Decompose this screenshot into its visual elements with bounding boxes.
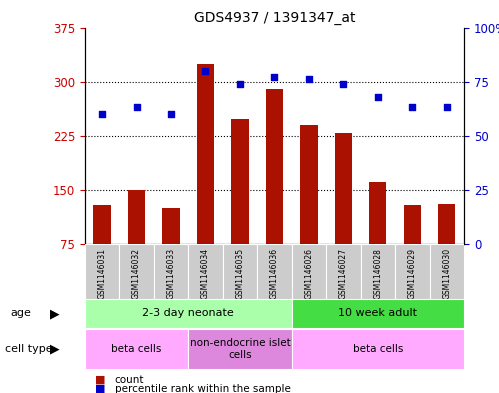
Bar	[438, 204, 456, 244]
Point	[167, 111, 175, 117]
Bar	[369, 182, 387, 244]
Bar	[232, 119, 249, 244]
Point	[98, 111, 106, 117]
Point	[202, 68, 210, 74]
Bar	[85, 299, 292, 328]
Text: GSM1146031: GSM1146031	[98, 248, 107, 299]
Text: ■: ■	[95, 375, 105, 385]
Point	[443, 104, 451, 110]
Text: cell type: cell type	[5, 344, 52, 354]
Bar	[257, 244, 292, 299]
Text: age: age	[10, 309, 31, 318]
Text: GSM1146032: GSM1146032	[132, 248, 141, 299]
Text: ■: ■	[95, 384, 105, 393]
Bar	[162, 208, 180, 244]
Text: GSM1146029: GSM1146029	[408, 248, 417, 299]
Title: GDS4937 / 1391347_at: GDS4937 / 1391347_at	[194, 11, 355, 25]
Bar	[300, 125, 317, 244]
Bar	[93, 206, 111, 244]
Text: ▶: ▶	[50, 307, 59, 320]
Point	[236, 81, 244, 87]
Point	[305, 76, 313, 83]
Bar	[197, 64, 214, 244]
Bar	[119, 244, 154, 299]
Bar	[292, 329, 464, 369]
Bar	[430, 244, 464, 299]
Bar	[266, 89, 283, 244]
Text: ▶: ▶	[50, 342, 59, 355]
Text: beta cells: beta cells	[111, 344, 162, 354]
Bar	[395, 244, 430, 299]
Point	[133, 104, 141, 110]
Bar	[223, 244, 257, 299]
Text: GSM1146034: GSM1146034	[201, 248, 210, 299]
Text: GSM1146030: GSM1146030	[442, 248, 451, 299]
Text: GSM1146028: GSM1146028	[373, 248, 382, 299]
Bar	[154, 244, 188, 299]
Bar	[335, 133, 352, 244]
Text: count: count	[115, 375, 144, 385]
Point	[408, 104, 416, 110]
Bar	[326, 244, 361, 299]
Bar	[361, 244, 395, 299]
Text: GSM1146036: GSM1146036	[270, 248, 279, 299]
Point	[270, 74, 278, 80]
Text: percentile rank within the sample: percentile rank within the sample	[115, 384, 290, 393]
Bar	[188, 329, 292, 369]
Text: 2-3 day neonate: 2-3 day neonate	[142, 309, 234, 318]
Text: 10 week adult: 10 week adult	[338, 309, 417, 318]
Bar	[128, 189, 145, 244]
Text: GSM1146035: GSM1146035	[236, 248, 245, 299]
Text: non-endocrine islet
cells: non-endocrine islet cells	[190, 338, 290, 360]
Text: GSM1146027: GSM1146027	[339, 248, 348, 299]
Text: GSM1146026: GSM1146026	[304, 248, 313, 299]
Bar	[292, 244, 326, 299]
Bar	[85, 244, 119, 299]
Point	[374, 94, 382, 100]
Bar	[404, 206, 421, 244]
Point	[339, 81, 347, 87]
Bar	[85, 329, 188, 369]
Text: beta cells: beta cells	[353, 344, 403, 354]
Bar	[292, 299, 464, 328]
Bar	[188, 244, 223, 299]
Text: GSM1146033: GSM1146033	[167, 248, 176, 299]
